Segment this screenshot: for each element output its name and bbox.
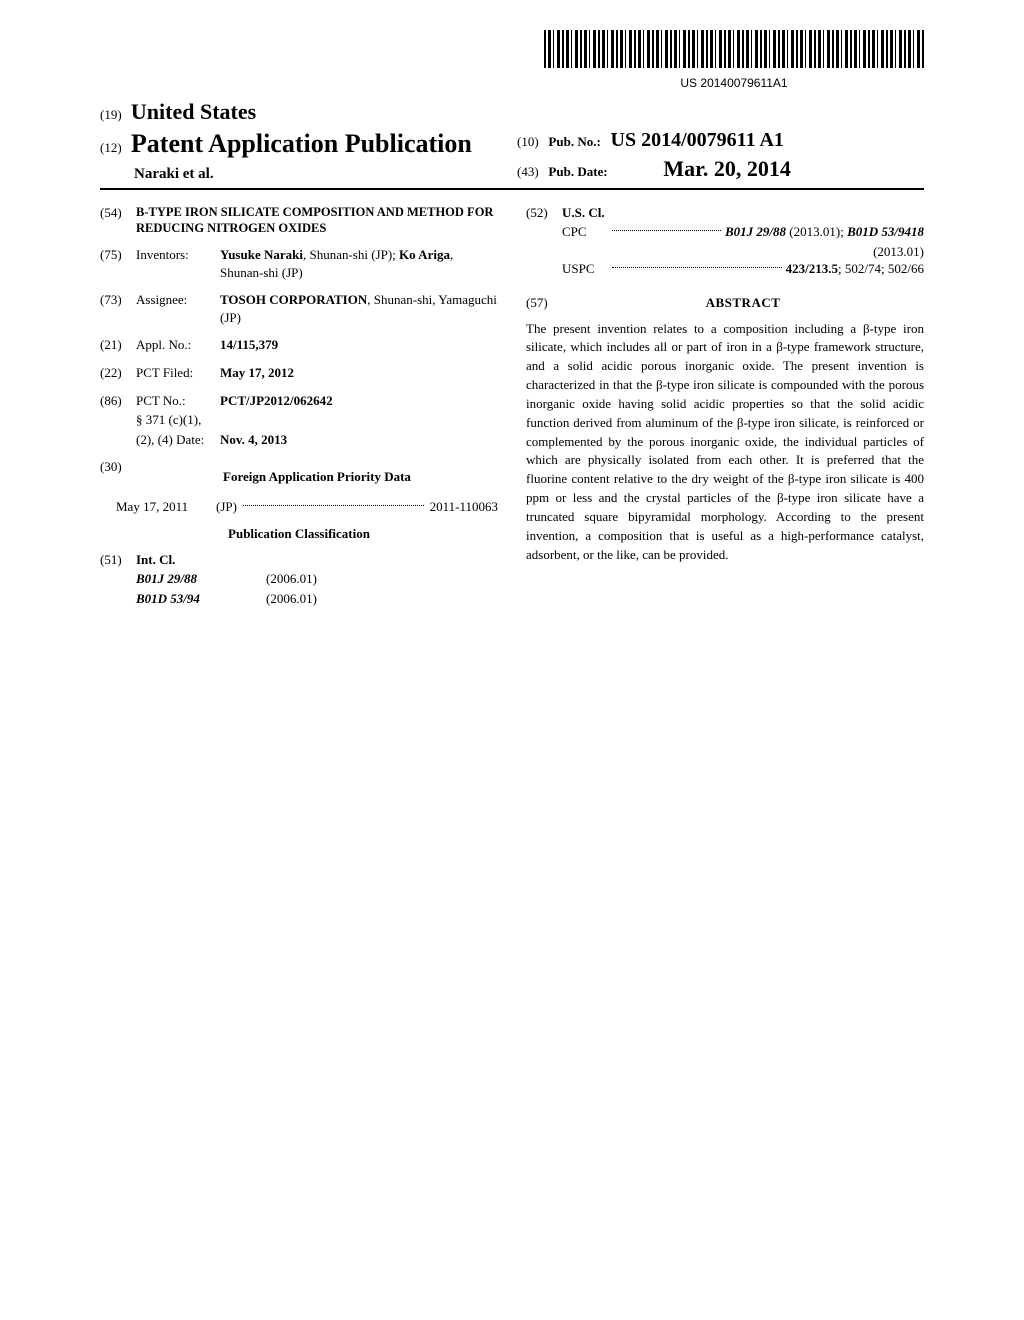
uspc-rest: ; 502/74; 502/66: [838, 261, 924, 276]
pct-filed-value: May 17, 2012: [220, 364, 498, 382]
inventors-label: Inventors:: [136, 246, 220, 281]
assignee-label: Assignee:: [136, 291, 220, 326]
sec-371-line1: § 371 (c)(1),: [136, 411, 498, 429]
code-54: (54): [100, 204, 136, 237]
field-uscl: (52) U.S. Cl.: [526, 204, 924, 222]
sec-371-date-label: (2), (4) Date:: [136, 431, 220, 449]
uscl-rows: CPC B01J 29/88 (2013.01); B01D 53/9418 (…: [562, 223, 924, 278]
authors-line: Naraki et al.: [100, 164, 507, 184]
intcl-class-1: B01J 29/88: [136, 570, 266, 588]
inventor-1-loc: , Shunan-shi (JP);: [303, 247, 399, 262]
code-51: (51): [100, 551, 136, 569]
dot-leader: [612, 258, 782, 268]
right-column: (52) U.S. Cl. CPC B01J 29/88 (2013.01); …: [526, 204, 924, 610]
pub-date-value: Mar. 20, 2014: [663, 156, 791, 181]
priority-data-row: May 17, 2011 (JP) 2011-110063: [100, 498, 498, 516]
code-57: (57): [526, 294, 562, 312]
dot-leader: [243, 494, 424, 506]
intcl-row-1: B01J 29/88 (2006.01): [136, 570, 498, 588]
barcode-text: US 20140079611A1: [544, 75, 924, 91]
abstract-text: The present invention relates to a compo…: [526, 320, 924, 565]
code-43: (43): [517, 164, 539, 179]
code-75: (75): [100, 246, 136, 281]
field-appl-no: (21) Appl. No.: 14/115,379: [100, 336, 498, 354]
code-22: (22): [100, 364, 136, 382]
sec-371-date-value: Nov. 4, 2013: [220, 431, 498, 449]
code-12: (12): [100, 140, 122, 155]
field-title: (54) B-TYPE IRON SILICATE COMPOSITION AN…: [100, 204, 498, 237]
field-pct-no: (86) PCT No.: PCT/JP2012/062642: [100, 392, 498, 410]
cpc-main-yr: (2013.01);: [786, 224, 847, 239]
cpc-line: CPC B01J 29/88 (2013.01); B01D 53/9418: [562, 223, 924, 241]
intcl-label: Int. Cl.: [136, 551, 498, 569]
priority-number: 2011-110063: [430, 498, 498, 516]
priority-heading: Foreign Application Priority Data: [136, 468, 498, 486]
field-371-line1: § 371 (c)(1),: [100, 411, 498, 429]
pct-no-value: PCT/JP2012/062642: [220, 392, 498, 410]
barcode-graphic: [544, 30, 924, 68]
appl-no-label: Appl. No.:: [136, 336, 220, 354]
inventor-1-name: Yusuke Naraki: [220, 247, 303, 262]
pct-filed-label: PCT Filed:: [136, 364, 220, 382]
pub-classification-heading: Publication Classification: [100, 525, 498, 543]
code-73: (73): [100, 291, 136, 326]
field-intcl: (51) Int. Cl.: [100, 551, 498, 569]
cpc-prefix: CPC: [562, 223, 608, 241]
invention-title: B-TYPE IRON SILICATE COMPOSITION AND MET…: [136, 204, 498, 237]
intcl-year-2: (2006.01): [266, 590, 317, 608]
field-pct-filed: (22) PCT Filed: May 17, 2012: [100, 364, 498, 382]
abstract-header-row: (57) ABSTRACT: [526, 294, 924, 312]
cpc-main: B01J 29/88: [725, 224, 786, 239]
assignee-name: TOSOH CORPORATION: [220, 292, 367, 307]
code-52: (52): [526, 204, 562, 222]
field-371-line2: (2), (4) Date: Nov. 4, 2013: [100, 431, 498, 449]
uscl-label: U.S. Cl.: [562, 204, 924, 222]
left-column: (54) B-TYPE IRON SILICATE COMPOSITION AN…: [100, 204, 498, 610]
intcl-row-2: B01D 53/94 (2006.01): [136, 590, 498, 608]
intcl-class-2: B01D 53/94: [136, 590, 266, 608]
inventors-content: Yusuke Naraki, Shunan-shi (JP); Ko Ariga…: [220, 246, 498, 281]
pub-no-label: Pub. No.:: [548, 134, 600, 149]
pct-no-label: PCT No.:: [136, 392, 220, 410]
code-19: (19): [100, 107, 122, 122]
cpc-sec: B01D 53/9418: [847, 224, 924, 239]
code-10: (10): [517, 134, 539, 149]
code-30: (30): [100, 458, 136, 494]
intcl-year-1: (2006.01): [266, 570, 317, 588]
inventor-2-name: Ko Ariga: [399, 247, 450, 262]
pub-date-label: Pub. Date:: [548, 164, 607, 179]
intcl-rows: B01J 29/88 (2006.01) B01D 53/94 (2006.01…: [136, 570, 498, 607]
pub-no-value: US 2014/0079611 A1: [611, 129, 784, 151]
field-priority-heading: (30) Foreign Application Priority Data: [100, 458, 498, 494]
abstract-heading: ABSTRACT: [562, 294, 924, 312]
priority-country: (JP): [216, 498, 237, 516]
main-content: (54) B-TYPE IRON SILICATE COMPOSITION AN…: [100, 204, 924, 610]
code-21: (21): [100, 336, 136, 354]
country-name: United States: [131, 99, 256, 124]
barcode-region: US 20140079611A1: [100, 30, 924, 91]
document-header: (19) United States (12) Patent Applicati…: [100, 97, 924, 190]
field-inventors: (75) Inventors: Yusuke Naraki, Shunan-sh…: [100, 246, 498, 281]
appl-no-value: 14/115,379: [220, 336, 498, 354]
priority-date: May 17, 2011: [116, 498, 216, 516]
uspc-prefix: USPC: [562, 260, 608, 278]
dot-leader: [612, 221, 721, 231]
code-86: (86): [100, 392, 136, 410]
uspc-classes: 423/213.5; 502/74; 502/66: [786, 260, 924, 278]
publication-type: Patent Application Publication: [131, 129, 472, 158]
assignee-content: TOSOH CORPORATION, Shunan-shi, Yamaguchi…: [220, 291, 498, 326]
field-assignee: (73) Assignee: TOSOH CORPORATION, Shunan…: [100, 291, 498, 326]
uspc-line: USPC 423/213.5; 502/74; 502/66: [562, 260, 924, 278]
cpc-classes: B01J 29/88 (2013.01); B01D 53/9418: [725, 223, 924, 241]
uspc-main: 423/213.5: [786, 261, 838, 276]
